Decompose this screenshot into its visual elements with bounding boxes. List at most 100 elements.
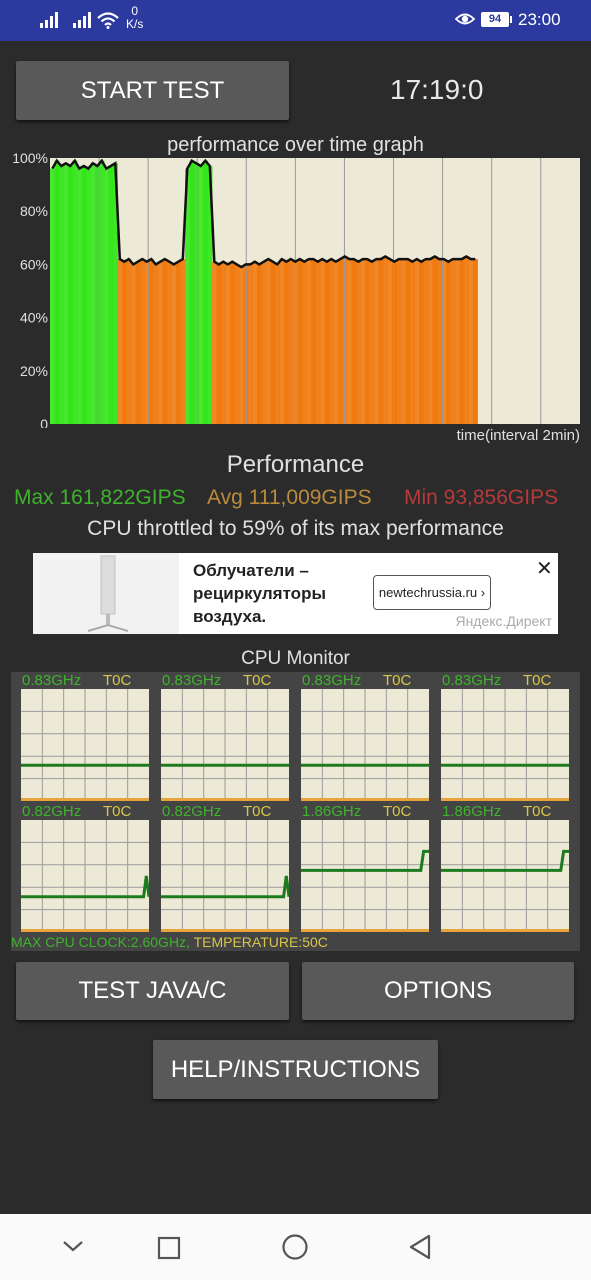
graph-bar <box>320 259 325 424</box>
graph-bar <box>81 165 87 425</box>
close-icon[interactable]: ✕ <box>536 558 553 580</box>
graph-bar <box>180 259 186 424</box>
ad-text[interactable]: Облучатели – рециркуляторы воздуха. <box>193 561 326 626</box>
graph-bar <box>302 261 307 424</box>
graph-bar <box>194 163 199 424</box>
core-frequency-line <box>161 875 289 899</box>
recents-icon[interactable] <box>157 1236 181 1260</box>
test-java-c-button[interactable]: TEST JAVA/C <box>16 962 289 1020</box>
y-axis-ticks: 100% 80% 60% 40% 20% 0 <box>12 150 48 428</box>
navigation-bar <box>0 1214 591 1280</box>
graph-bar <box>230 261 235 424</box>
x-axis-label: time(interval 2min) <box>456 427 580 444</box>
core-temperature: T0C <box>383 672 412 689</box>
graph-bar <box>207 165 213 425</box>
core-temperature: T0C <box>243 672 272 689</box>
graph-bar <box>126 259 132 424</box>
core-graph <box>161 689 289 801</box>
eye-icon <box>455 13 475 25</box>
y-tick-label: 60% <box>20 256 48 272</box>
graph-bar <box>158 261 163 424</box>
graph-bar <box>419 261 424 424</box>
start-test-button[interactable]: START TEST <box>16 61 289 120</box>
graph-bar <box>185 168 190 424</box>
graph-bar <box>432 256 438 424</box>
graph-bar <box>311 259 316 424</box>
cpu-temperature: TEMPERATURE:50C <box>189 934 328 950</box>
y-tick-label: 80% <box>20 203 48 219</box>
graph-bar <box>203 160 208 424</box>
graph-bar <box>144 261 150 424</box>
throttle-message: CPU throttled to 59% of its max performa… <box>87 517 504 540</box>
elapsed-clock: 17:19:0 <box>390 74 484 105</box>
graph-bar <box>459 259 465 424</box>
max-performance: Max 161,822GIPS <box>14 486 186 509</box>
graph-bar <box>113 163 118 424</box>
graph-bar <box>392 261 397 424</box>
ad-brand: Яндекс.Директ <box>455 613 552 629</box>
graph-bar <box>365 259 370 424</box>
graph-bar <box>252 261 258 424</box>
graph-bar <box>122 261 127 424</box>
graph-bar <box>162 259 168 424</box>
core-graph <box>441 820 569 932</box>
graph-bar <box>360 259 366 424</box>
graph-bar <box>153 264 159 424</box>
graph-bar <box>338 259 343 424</box>
graph-bar <box>324 261 330 424</box>
ad-link-label: newtechrussia.ru <box>378 585 478 600</box>
graph-bar <box>464 256 469 424</box>
graph-bar <box>176 261 181 424</box>
core-graph <box>301 820 429 932</box>
graph-grid <box>98 158 542 424</box>
ad-image[interactable] <box>33 553 179 634</box>
help-instructions-button[interactable]: HELP/INSTRUCTIONS <box>153 1040 438 1099</box>
core-frequency: 0.83GHz <box>22 672 82 689</box>
graph-bar <box>108 165 114 425</box>
core-temperature: T0C <box>103 803 132 820</box>
home-icon[interactable] <box>281 1233 309 1261</box>
graph-bar <box>171 264 177 424</box>
cpu-monitor-title: CPU Monitor <box>241 648 350 669</box>
core-frequency-line <box>441 849 569 872</box>
graph-bar <box>261 261 267 424</box>
core-frequency: 0.82GHz <box>162 803 222 820</box>
graph-bar <box>374 259 379 424</box>
options-button[interactable]: OPTIONS <box>302 962 574 1020</box>
graph-bar <box>117 259 123 424</box>
performance-graph: 100% 80% 60% 40% 20% 0 <box>12 150 580 428</box>
core-graph <box>161 820 289 932</box>
core-frequency: 0.83GHz <box>302 672 362 689</box>
cpu-monitor-panel: 0.83GHz T0C 0.83GHz T0C 0.83GHz T0C 0.83GHz T0C… <box>11 672 580 951</box>
graph-bar <box>189 160 195 424</box>
graph-bar <box>378 259 384 424</box>
graph-bar <box>63 163 69 424</box>
wifi-icon <box>97 12 119 29</box>
graph-bar <box>198 165 204 425</box>
core-frequency: 1.86GHz <box>302 803 362 820</box>
graph-bar <box>428 259 433 424</box>
graph-bar <box>423 259 429 424</box>
graph-bar <box>221 261 226 424</box>
graph-bar <box>468 259 474 424</box>
core-graph <box>301 689 429 801</box>
graph-bar <box>149 259 154 424</box>
graph-bar <box>50 168 55 424</box>
graph-bar <box>288 259 294 424</box>
chevron-down-icon[interactable] <box>62 1239 84 1253</box>
network-speed: 0 K/s <box>126 5 143 31</box>
core-temperature: T0C <box>243 803 272 820</box>
graph-bar <box>455 259 460 424</box>
battery-icon: 94 <box>481 12 512 27</box>
ad-banner[interactable]: Облучатели – рециркуляторы воздуха. newt… <box>33 553 558 634</box>
chevron-right-icon: › <box>480 585 486 600</box>
graph-bar <box>356 261 361 424</box>
graph-bar <box>167 261 172 424</box>
back-icon[interactable] <box>407 1234 433 1260</box>
y-tick-label: 0 <box>40 416 48 428</box>
graph-bar <box>234 264 240 424</box>
graph-bar <box>446 261 451 424</box>
graph-bar <box>315 261 321 424</box>
ad-link-button[interactable]: newtechrussia.ru › <box>373 575 491 610</box>
graph-bar <box>104 168 109 424</box>
